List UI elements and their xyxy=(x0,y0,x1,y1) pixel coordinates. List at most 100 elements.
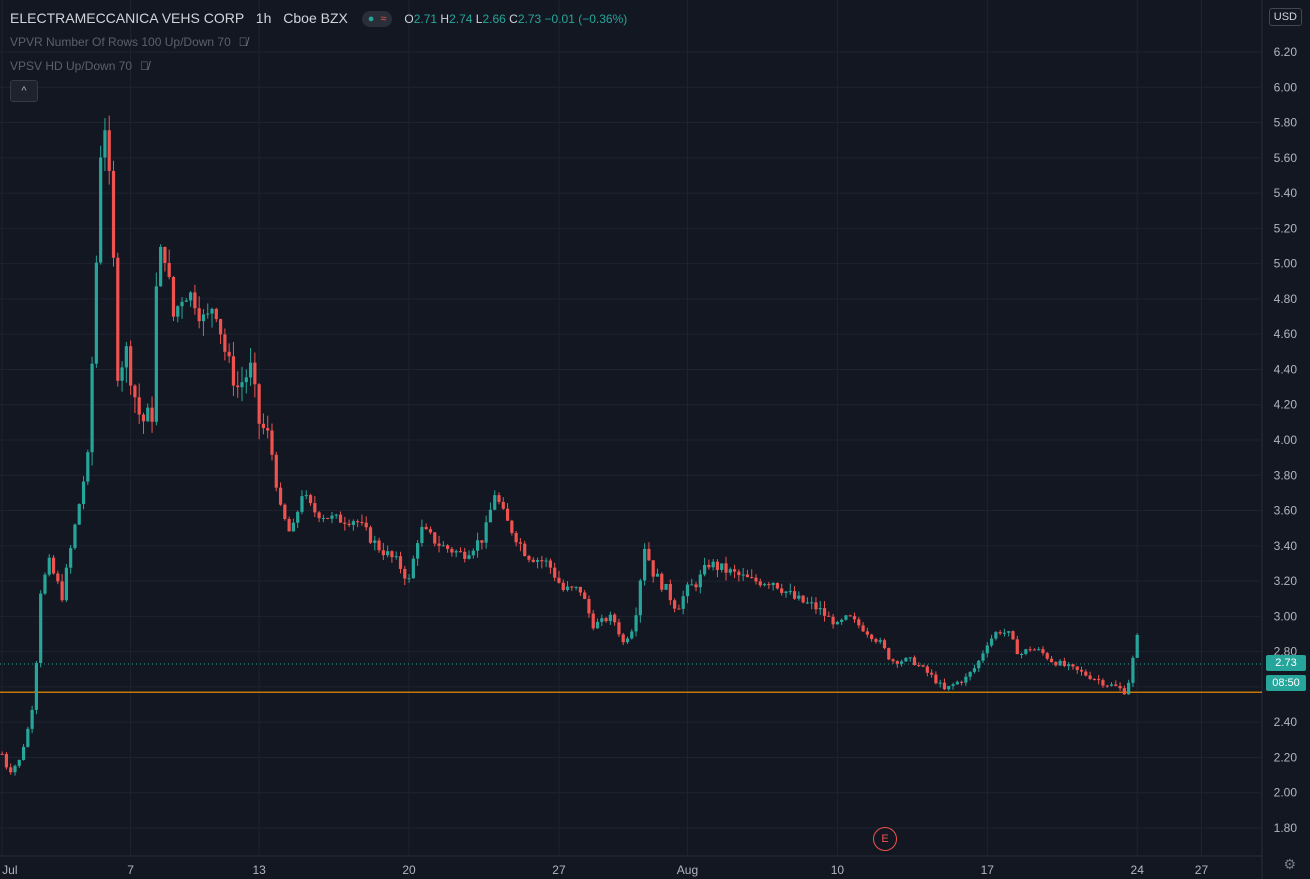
candle-body xyxy=(266,428,270,431)
candle-body xyxy=(1092,678,1096,680)
candle-body xyxy=(343,522,347,524)
candle-body xyxy=(690,584,694,586)
candle-body xyxy=(510,520,514,533)
y-tick-label: 6.20 xyxy=(1274,45,1298,59)
candle-body xyxy=(1062,660,1066,666)
candle-body xyxy=(968,671,972,677)
candlestick-series xyxy=(0,115,1139,776)
y-tick-label: 3.80 xyxy=(1274,468,1298,482)
candle-body xyxy=(1032,649,1037,651)
candle-body xyxy=(223,334,227,352)
candle-body xyxy=(99,157,103,263)
candle-body xyxy=(587,598,591,614)
price-axis[interactable]: 6.20 6.00 5.80 5.60 5.40 5.20 5.00 4.80 4.60 4.40… xyxy=(1274,45,1298,835)
candle-body xyxy=(527,555,531,560)
candle-body xyxy=(218,319,223,335)
x-tick-label: Aug xyxy=(677,863,698,877)
candle-body xyxy=(874,639,878,642)
candle-body xyxy=(154,286,158,422)
indicator-label: VPSV HD Up/Down 70 xyxy=(10,59,133,73)
candle-body xyxy=(634,615,638,632)
y-tick-label: 2.00 xyxy=(1274,786,1298,800)
candle-body xyxy=(574,586,578,588)
eye-hidden-icon[interactable]: 👁̸ xyxy=(140,59,150,73)
settings-gear-icon[interactable]: ⚙ xyxy=(1283,856,1296,872)
candle-body xyxy=(1015,639,1019,655)
candle-body xyxy=(947,685,951,690)
candle-body xyxy=(244,377,248,383)
candle-body xyxy=(835,621,839,625)
candle-body xyxy=(274,454,278,488)
candle-body xyxy=(711,561,715,568)
candle-body xyxy=(283,504,287,520)
candle-body xyxy=(381,550,385,556)
candle-body xyxy=(930,672,934,675)
candle-body xyxy=(296,511,300,523)
candle-body xyxy=(561,582,565,590)
candle-body xyxy=(1011,631,1015,640)
candle-body xyxy=(1122,688,1126,695)
candle-body xyxy=(210,308,214,314)
candle-body xyxy=(261,423,266,429)
candle-body xyxy=(505,508,510,521)
candle-body xyxy=(964,676,968,683)
candle-body xyxy=(214,308,218,320)
x-tick-label: 13 xyxy=(252,863,266,877)
candle-body xyxy=(608,614,612,622)
symbol-title[interactable]: ELECTRAMECCANICA VEHS CORP xyxy=(10,10,244,26)
candle-body xyxy=(184,300,188,302)
candle-body xyxy=(771,582,775,586)
time-axis[interactable]: Jul 7 13 20 27 Aug 10 17 24 27 xyxy=(2,863,1208,877)
candle-body xyxy=(643,548,647,581)
indicator-vpsv[interactable]: VPSV HD Up/Down 70 👁̸ xyxy=(10,59,149,73)
candle-body xyxy=(458,551,463,553)
candle-body xyxy=(972,668,977,672)
candle-body xyxy=(81,481,86,505)
candle-body xyxy=(60,581,64,601)
candle-body xyxy=(514,532,518,543)
y-tick-label: 6.00 xyxy=(1274,80,1298,94)
candle-body xyxy=(146,407,150,422)
candle-body xyxy=(887,648,891,660)
candle-body xyxy=(373,540,377,543)
candle-body xyxy=(86,452,90,482)
candle-body xyxy=(34,662,39,710)
eye-hidden-icon[interactable]: 👁̸ xyxy=(238,35,248,49)
y-tick-label: 3.20 xyxy=(1274,574,1298,588)
chart-lines xyxy=(0,663,1262,693)
collapse-legend-button[interactable]: ^ xyxy=(10,80,38,102)
candle-body xyxy=(411,558,415,579)
indicator-vpvr[interactable]: VPVR Number Of Rows 100 Up/Down 70 👁̸ xyxy=(10,35,248,49)
candle-body xyxy=(176,306,180,317)
candle-body xyxy=(985,645,989,654)
candle-body xyxy=(955,681,959,685)
interval-label[interactable]: 1h xyxy=(255,10,272,26)
candle-body xyxy=(895,661,899,664)
y-tick-label: 5.20 xyxy=(1274,221,1298,235)
candle-body xyxy=(124,346,128,368)
candle-body xyxy=(159,246,163,287)
candle-body xyxy=(540,560,544,562)
candle-body xyxy=(326,517,330,519)
candle-body xyxy=(206,313,210,315)
candle-body xyxy=(394,556,398,558)
candle-body xyxy=(630,631,634,639)
candle-body xyxy=(1135,635,1139,658)
x-tick-label: 17 xyxy=(981,863,995,877)
candle-body xyxy=(900,661,904,664)
candle-body xyxy=(1054,662,1058,666)
candle-body xyxy=(1002,632,1007,634)
y-tick-label: 5.40 xyxy=(1274,186,1298,200)
candle-body xyxy=(673,600,677,609)
candle-body xyxy=(707,564,711,568)
market-status-icon[interactable]: ● ≈ xyxy=(361,11,393,27)
candle-body xyxy=(51,557,56,574)
earnings-marker-icon[interactable]: E xyxy=(873,827,897,851)
currency-button[interactable]: USD xyxy=(1268,8,1302,26)
y-tick-label: 5.80 xyxy=(1274,116,1298,130)
candle-body xyxy=(90,363,94,453)
candle-body xyxy=(694,584,698,588)
candle-body xyxy=(981,653,985,661)
candle-body xyxy=(0,753,4,755)
